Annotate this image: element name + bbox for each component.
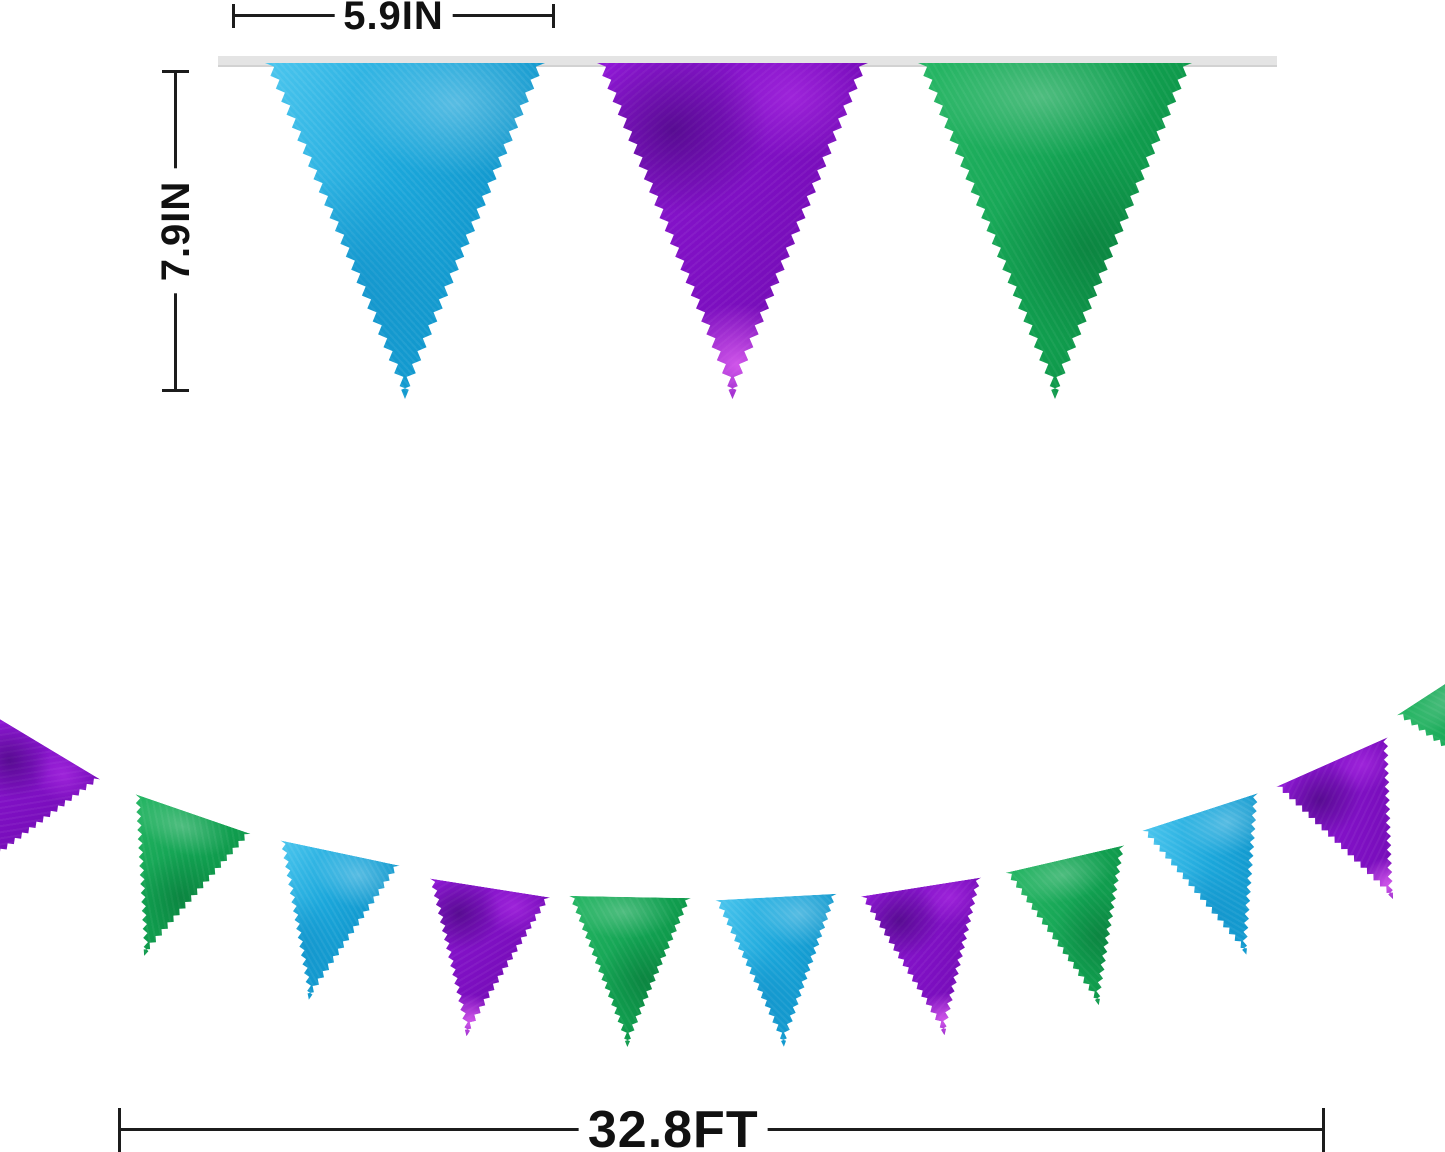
- pennant-purple: [597, 63, 868, 399]
- garland-pennant-blue: [715, 894, 845, 1050]
- length-dimension-tick-left: [118, 1108, 121, 1152]
- height-dimension-label: 7.9IN: [154, 168, 198, 294]
- garland-pennant-purple: [0, 717, 100, 908]
- pennant-green: [918, 63, 1192, 399]
- garland-pennant-green: [566, 896, 691, 1048]
- width-dimension-tick-right: [552, 4, 555, 28]
- height-dimension: 7.9IN: [154, 70, 198, 392]
- height-dimension-tick-bottom: [162, 389, 189, 392]
- garland-pennant-purple: [861, 877, 1005, 1044]
- width-dimension: 5.9IN: [232, 0, 555, 36]
- pennant-blue: [265, 63, 545, 399]
- width-dimension-label: 5.9IN: [334, 0, 453, 36]
- length-dimension-tick-right: [1322, 1108, 1325, 1152]
- length-dimension: 32.8FT: [118, 1104, 1325, 1152]
- garland-pennant-purple: [1276, 737, 1445, 924]
- garland-pennant-blue: [1142, 793, 1304, 973]
- length-dimension-label: 32.8FT: [578, 1104, 768, 1152]
- garland-pennant-blue: [249, 840, 400, 1012]
- garland-pennant-purple: [406, 878, 550, 1045]
- garland-pennant-green: [1397, 649, 1445, 841]
- width-dimension-tick-left: [232, 4, 235, 28]
- height-dimension-tick-top: [162, 70, 189, 73]
- garland-pennant-green: [1006, 845, 1159, 1019]
- garland-pennant-green: [86, 794, 250, 976]
